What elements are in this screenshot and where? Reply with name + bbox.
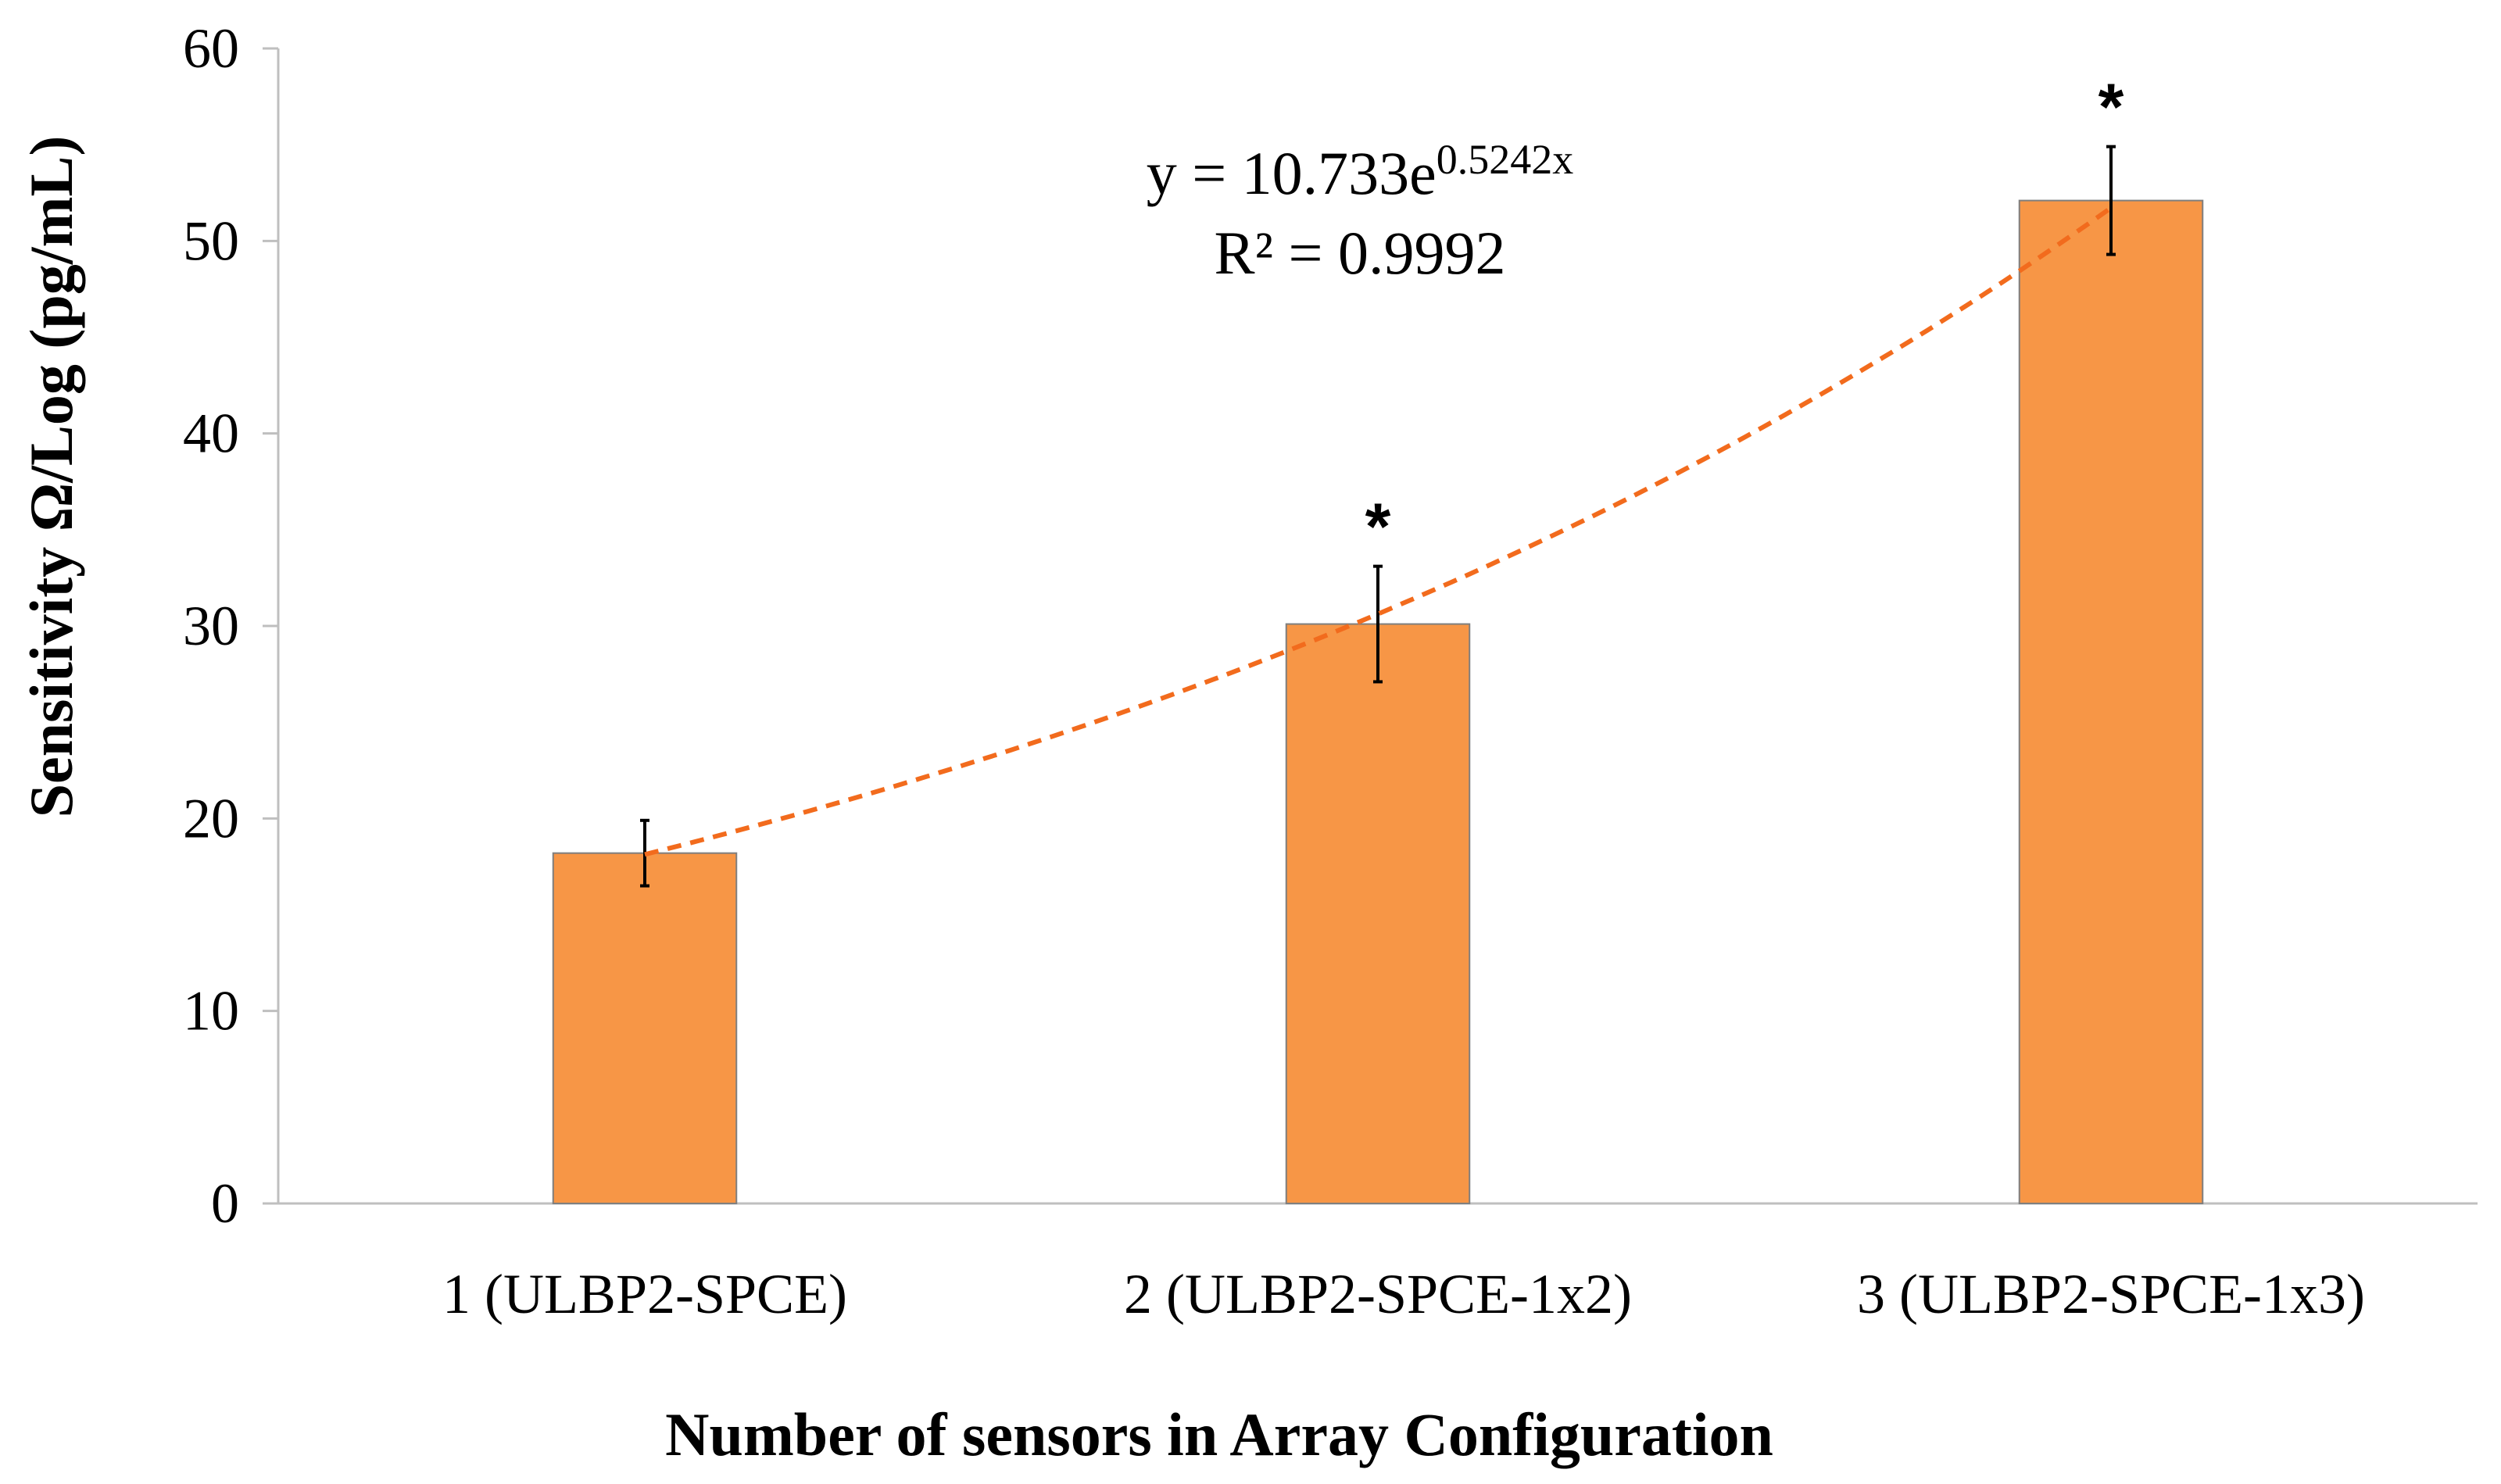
y-tick-label: 0	[211, 1172, 239, 1235]
y-axis-title: Sensitivity Ω/Log (pg/mL)	[17, 136, 85, 818]
trendline-equation: y = 10.733e0.5242x	[1147, 136, 1574, 207]
trendline-r-squared: R² = 0.9992	[1215, 219, 1506, 287]
y-tick-label: 50	[183, 209, 239, 272]
significance-asterisk: *	[2098, 70, 2124, 144]
y-tick-label: 20	[183, 787, 239, 849]
error-bars	[640, 145, 2116, 888]
trendline-equation-main: y = 10.733e	[1147, 139, 1437, 207]
y-tick-label: 60	[183, 17, 239, 80]
bar	[1285, 623, 1471, 1204]
x-axis-title: Number of sensors in Array Configuration	[665, 1400, 1773, 1468]
y-tick-label: 40	[183, 402, 239, 465]
bar	[2018, 199, 2204, 1204]
x-tick-label: 1 (ULBP2-SPCE)	[442, 1263, 847, 1325]
x-tick-label: 2 (ULBP2-SPCE-1x2)	[1124, 1263, 1632, 1325]
trendline-equation-exponent: 0.5242x	[1437, 136, 1574, 183]
y-tick-label: 10	[183, 980, 239, 1042]
x-axis-tick-labels: 1 (ULBP2-SPCE) 2 (ULBP2-SPCE-1x2) 3 (ULBP2…	[442, 1263, 2365, 1325]
bar	[552, 852, 738, 1204]
bars	[552, 199, 2204, 1204]
y-axis-ticks: 0 10 20 30 40 50 60	[183, 17, 278, 1235]
y-tick-label: 30	[183, 595, 239, 657]
significance-marks: **	[1365, 70, 2124, 563]
trendline	[644, 206, 2113, 857]
significance-asterisk: *	[1365, 490, 1391, 563]
x-tick-label: 3 (ULBP2-SPCE-1x3)	[1857, 1263, 2365, 1325]
